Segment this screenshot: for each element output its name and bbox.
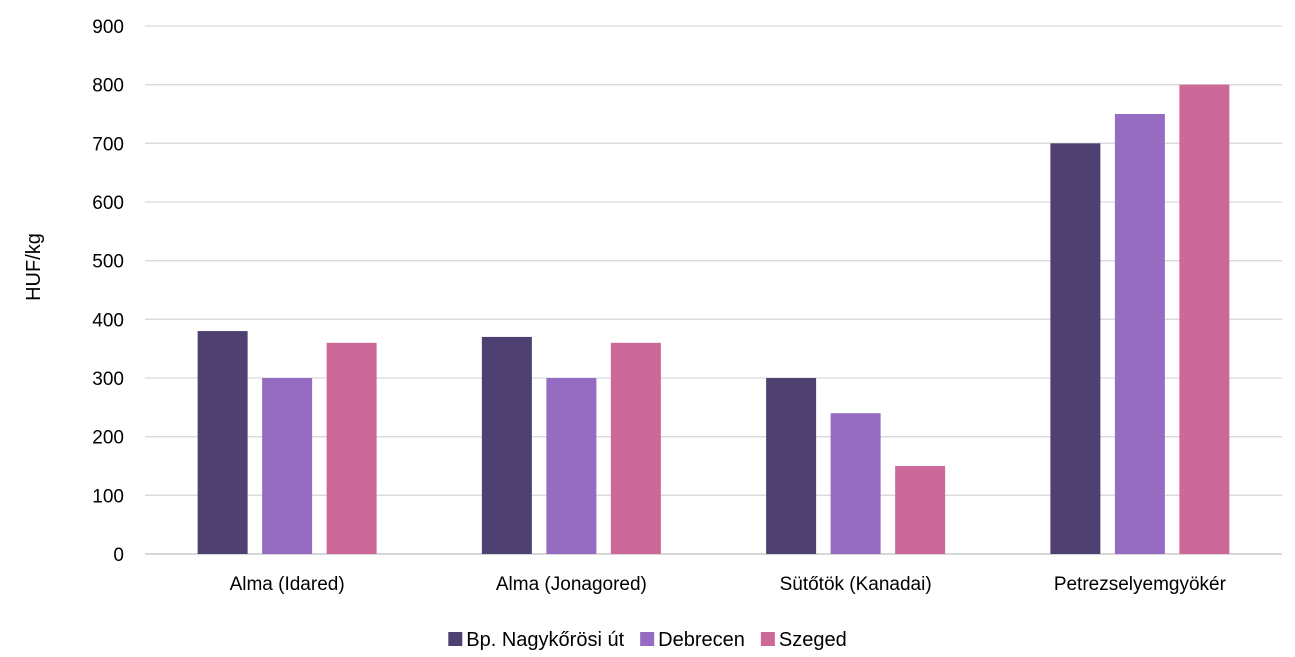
bar [1114, 114, 1165, 554]
bar [610, 342, 661, 554]
bar [1179, 84, 1230, 555]
x-category-label: Petrezselyemgyökér [1054, 574, 1227, 595]
legend-item: Bp. Nagykőrösi út [448, 629, 625, 651]
bar [1050, 143, 1101, 555]
y-tick-label: 100 [92, 486, 124, 507]
y-tick-label: 300 [92, 369, 124, 390]
bar [326, 342, 377, 554]
x-axis-categories: Alma (Idared) Alma (Jonagored) Sütőtök (Ka… [230, 574, 1227, 595]
x-category-label: Sütőtök (Kanadai) [780, 574, 932, 595]
legend-item: Debrecen [640, 629, 745, 651]
legend-label: Szeged [779, 629, 847, 651]
bar [481, 336, 532, 554]
y-tick-label: 700 [92, 134, 124, 155]
bar [766, 378, 817, 554]
y-tick-label: 600 [92, 193, 124, 214]
legend-swatch [760, 632, 775, 646]
legend-item: Szeged [760, 629, 847, 651]
x-category-label: Alma (Jonagored) [496, 574, 647, 595]
legend-swatch [448, 632, 463, 646]
bar [262, 378, 313, 554]
y-tick-label: 0 [113, 545, 124, 566]
y-axis-ticks: 0 100 200 300 400 500 600 700 800 900 [92, 17, 124, 566]
legend-label: Debrecen [658, 629, 745, 651]
x-category-label: Alma (Idared) [230, 574, 345, 595]
y-tick-label: 500 [92, 252, 124, 273]
y-tick-label: 400 [92, 310, 124, 331]
legend-label: Bp. Nagykőrösi út [466, 629, 624, 651]
gridlines [145, 25, 1282, 555]
y-tick-label: 800 [92, 76, 124, 97]
bar [197, 331, 248, 554]
y-tick-label: 900 [92, 17, 124, 38]
legend-swatch [640, 632, 655, 646]
bar [830, 413, 881, 554]
legend: Bp. Nagykőrösi út Debrecen Szeged [448, 629, 847, 651]
y-tick-label: 200 [92, 428, 124, 449]
bars [197, 84, 1230, 555]
bar [895, 466, 946, 554]
bar [546, 378, 597, 554]
y-axis-title: HUF/kg [23, 233, 45, 301]
